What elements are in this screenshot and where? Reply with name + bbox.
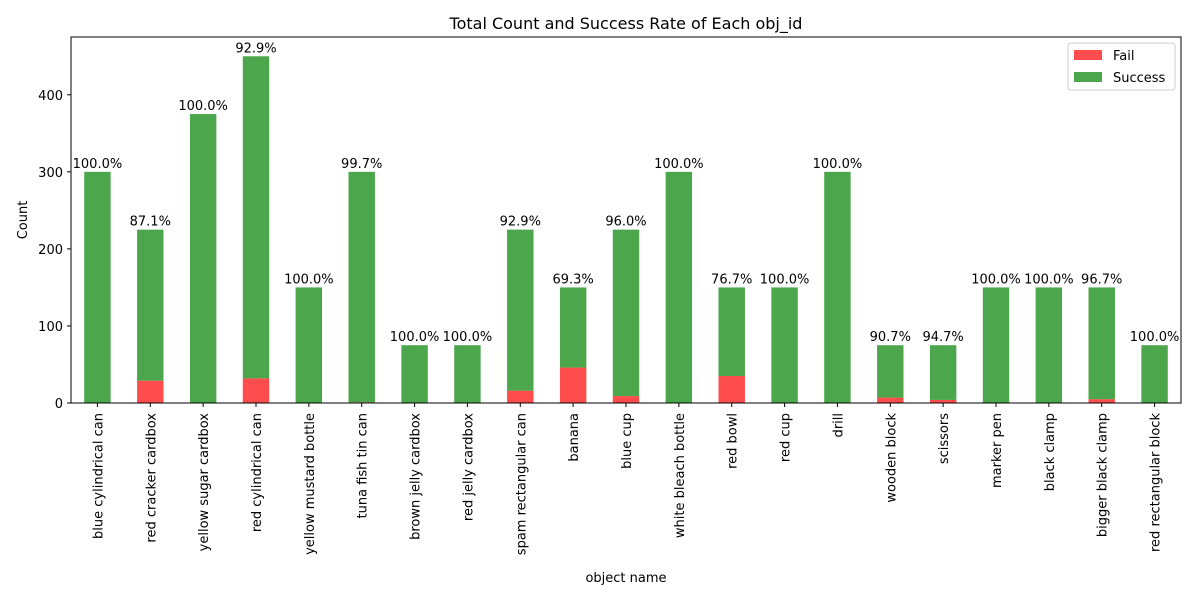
x-tick-label: yellow sugar cardbox — [197, 413, 212, 552]
y-tick-label: 300 — [38, 166, 63, 181]
x-tick-label: banana — [567, 413, 582, 462]
x-tick-label: blue cup — [620, 413, 635, 469]
bar-percentage-label: 87.1% — [130, 215, 171, 230]
bar-segment-success — [1141, 345, 1168, 403]
bar-segment-fail — [507, 390, 534, 403]
bar-segment-fail — [242, 378, 270, 403]
bar-percentage-label: 96.0% — [605, 215, 646, 230]
x-tick-label: red cylindrical can — [250, 413, 265, 532]
bar-segment-success — [877, 345, 904, 398]
y-tick-label: 0 — [55, 397, 63, 412]
bar-percentage-label: 100.0% — [813, 157, 863, 172]
bar-percentage-label: 92.9% — [235, 41, 276, 56]
x-tick-label: red jelly cardbox — [461, 413, 476, 521]
bar-segment-fail — [1088, 399, 1115, 403]
x-tick-label: red cracker cardbox — [144, 413, 159, 543]
x-tick-label: black clamp — [1043, 413, 1058, 491]
x-tick-label: brown jelly cardbox — [409, 413, 424, 540]
x-tick-label: yellow mustard bottle — [303, 413, 318, 555]
bar-segment-success — [189, 114, 217, 403]
bar-percentage-label: 100.0% — [760, 272, 810, 287]
x-tick-label: white bleach bottle — [673, 413, 688, 538]
x-axis-label: object name — [585, 571, 666, 586]
bar-percentage-label: 99.7% — [341, 157, 382, 172]
bar-segment-success — [559, 287, 587, 368]
legend-swatch-fail — [1074, 50, 1102, 60]
bar-percentage-label: 100.0% — [390, 330, 440, 345]
x-tick-label: scissors — [937, 413, 952, 464]
bar-percentage-label: 100.0% — [1130, 330, 1180, 345]
bar-segment-success — [84, 171, 111, 403]
x-axis: blue cylindrical can red cracker cardbox y… — [91, 403, 1164, 555]
bar-segment-success — [929, 345, 957, 400]
bar-percentage-label: 90.7% — [870, 330, 911, 345]
y-axis-label: Count — [16, 201, 31, 240]
bar-segment-fail — [559, 367, 587, 403]
bar-segment-success — [295, 287, 323, 403]
bar-percentage-label: 76.7% — [711, 272, 752, 287]
bar-segment-success — [137, 229, 164, 381]
bar-percentage-label: 100.0% — [654, 157, 704, 172]
x-tick-label: drill — [831, 413, 846, 437]
plot-frame — [70, 36, 1182, 404]
x-tick-label: marker pen — [990, 413, 1005, 488]
bar-segment-success — [612, 229, 640, 397]
legend-swatch-success — [1074, 72, 1102, 82]
bar-segment-success — [665, 171, 693, 403]
x-tick-label: red cup — [779, 413, 794, 462]
bar-segment-fail — [137, 380, 164, 403]
x-tick-label: wooden block — [884, 413, 899, 503]
bar-segment-success — [718, 287, 745, 377]
bar-percentage-label: 100.0% — [443, 330, 493, 345]
bar-segment-fail — [929, 399, 957, 403]
bar-percentage-label: 100.0% — [284, 272, 334, 287]
x-tick-label: tuna fish tin can — [356, 413, 371, 518]
legend-label-success: Success — [1113, 71, 1166, 86]
legend: Fail Success — [1067, 42, 1176, 91]
bar-segment-success — [454, 345, 481, 403]
bar-segment-fail — [612, 396, 640, 403]
bar-segment-fail — [718, 376, 745, 403]
x-tick-label: blue cylindrical can — [91, 413, 106, 539]
bar-segment-success — [242, 56, 270, 379]
bar-segment-success — [507, 229, 534, 391]
x-tick-label: red bowl — [726, 413, 741, 469]
x-tick-label: spam rectangular can — [514, 413, 529, 555]
bar-segment-success — [982, 287, 1010, 403]
bar-segment-success — [1088, 287, 1115, 400]
y-tick-label: 400 — [38, 89, 63, 104]
bar-segment-success — [824, 171, 851, 403]
bar-percentage-label: 100.0% — [178, 99, 228, 114]
bar-labels-group: 100.0%87.1%100.0%92.9%100.0%99.7%100.0% 1… — [73, 41, 1180, 345]
bar-percentage-label: 100.0% — [971, 272, 1021, 287]
x-tick-label: bigger black clamp — [1096, 413, 1111, 537]
y-tick-label: 200 — [38, 243, 63, 258]
y-axis: 0 100 200 300 400 — [38, 89, 71, 412]
chart-title: Total Count and Success Rate of Each obj… — [449, 14, 803, 34]
bar-percentage-label: 92.9% — [500, 215, 541, 230]
bar-segment-fail — [877, 397, 904, 403]
bar-percentage-label: 69.3% — [552, 272, 593, 287]
bar-segment-success — [348, 171, 375, 403]
bar-percentage-label: 100.0% — [73, 157, 123, 172]
y-tick-label: 100 — [38, 320, 63, 335]
bar-segment-success — [1035, 287, 1063, 403]
bar-percentage-label: 100.0% — [1024, 272, 1074, 287]
bar-segment-success — [401, 345, 428, 403]
x-tick-label: red rectangular block — [1149, 413, 1164, 552]
bar-percentage-label: 94.7% — [922, 330, 963, 345]
bar-percentage-label: 96.7% — [1081, 272, 1122, 287]
bars-group — [84, 56, 1168, 403]
legend-label-fail: Fail — [1113, 49, 1134, 64]
bar-segment-success — [771, 287, 798, 403]
